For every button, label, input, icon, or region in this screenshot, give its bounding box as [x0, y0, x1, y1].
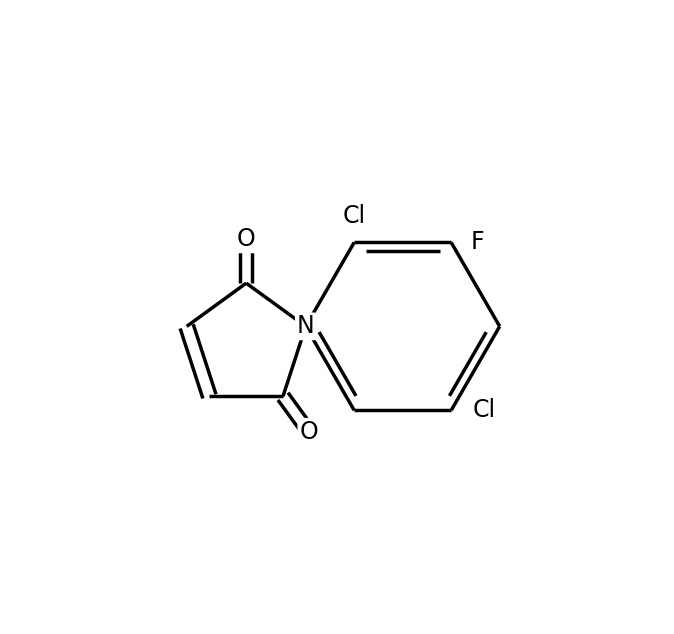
Text: N: N — [297, 314, 315, 339]
Text: O: O — [299, 420, 318, 444]
Text: O: O — [237, 228, 255, 251]
Text: Cl: Cl — [472, 398, 495, 422]
Text: F: F — [470, 230, 485, 254]
Text: Cl: Cl — [342, 204, 366, 228]
